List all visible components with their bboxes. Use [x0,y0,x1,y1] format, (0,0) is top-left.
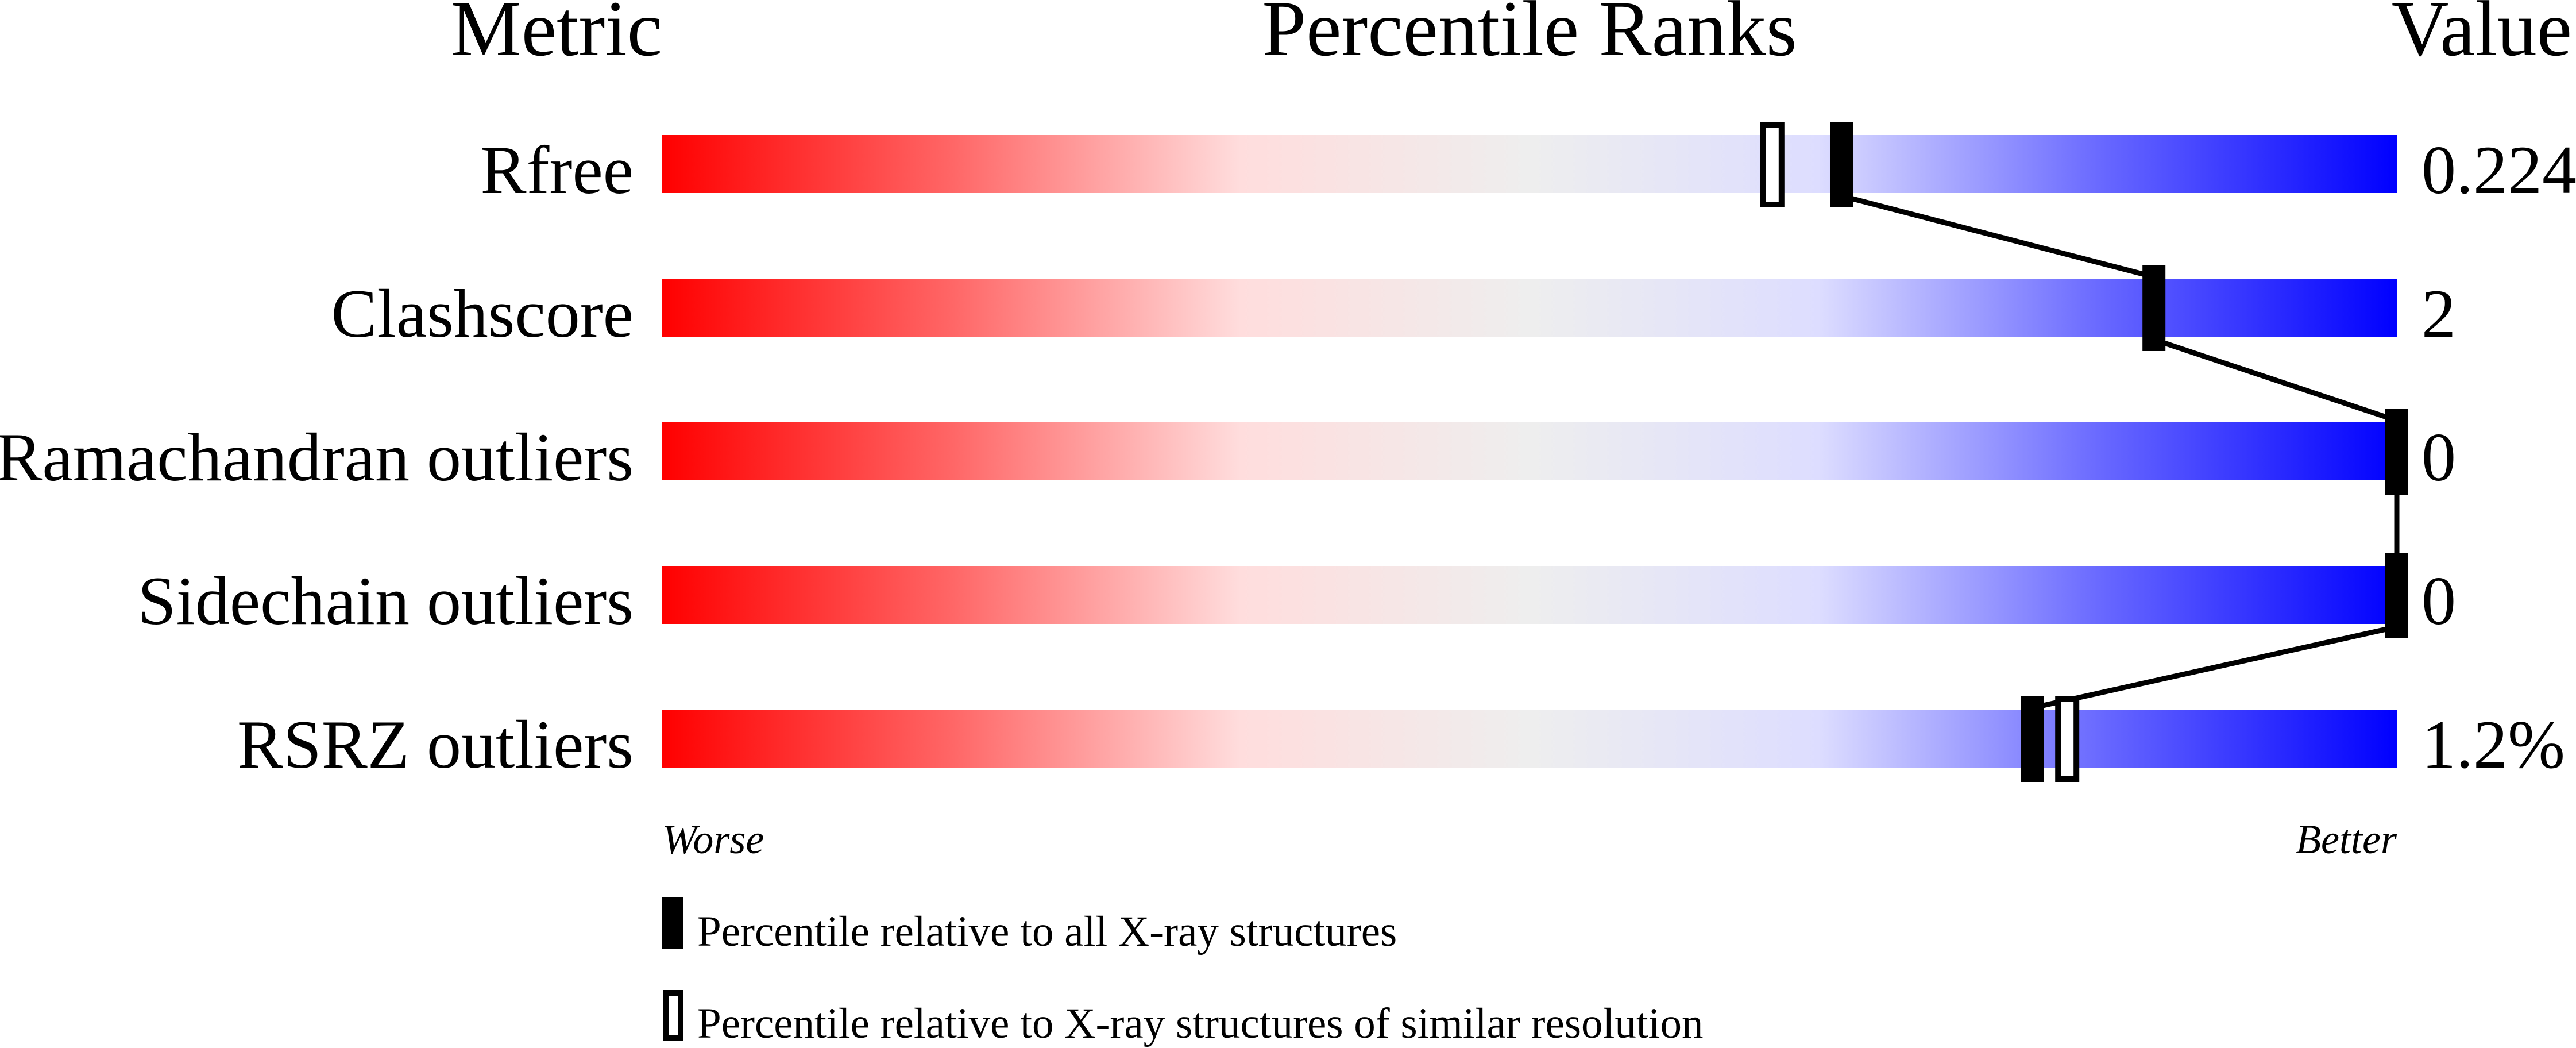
metric-label: Sidechain outliers [138,562,634,639]
legend-filled-marker [662,897,683,949]
metric-value: 2 [2421,275,2456,352]
metric-value: 0.224 [2421,132,2576,208]
metric-row: Ramachandran outliers 0 [0,419,2456,495]
legend-label-similar: Percentile relative to X-ray structures … [697,1000,1704,1047]
connector-line [2032,624,2397,711]
header-value: Value [2392,0,2572,72]
legend-hollow-marker [663,990,683,1041]
percentile-bar [662,566,2397,624]
header-percentile-ranks: Percentile Ranks [1262,0,1797,72]
legend-label-all: Percentile relative to all X-ray structu… [697,908,1397,955]
percentile-bar [662,710,2397,768]
axis-label-better: Better [2296,816,2397,862]
header-metric: Metric [451,0,662,72]
marker-all-structures [2021,696,2044,782]
metric-label: Ramachandran outliers [0,419,634,495]
metric-label: Clashscore [331,275,634,352]
axis-label-worse: Worse [662,816,764,862]
metric-row: Rfree 0.224 [481,132,2576,208]
percentile-bar [662,422,2397,480]
marker-all-structures [1830,122,1853,207]
marker-similar-resolution [2055,696,2080,782]
metric-row: RSRZ outliers 1.2% [237,706,2565,783]
connector-line [2153,337,2398,423]
marker-all-structures [2385,409,2408,495]
marker-all-structures [2142,265,2166,351]
metric-label: Rfree [481,132,634,208]
metric-value: 0 [2421,562,2456,639]
legend: Percentile relative to all X-ray structu… [662,897,1704,1047]
marker-all-structures [2385,553,2408,638]
metric-row: Clashscore 2 [331,275,2456,352]
metric-row: Sidechain outliers 0 [138,562,2456,639]
metric-value: 1.2% [2421,706,2565,783]
metric-label: RSRZ outliers [237,706,634,783]
percentile-bar [662,135,2397,193]
connector-line [1841,193,2155,280]
marker-similar-resolution [1760,122,1785,207]
percentile-bar [662,279,2397,337]
metric-value: 0 [2421,419,2456,495]
